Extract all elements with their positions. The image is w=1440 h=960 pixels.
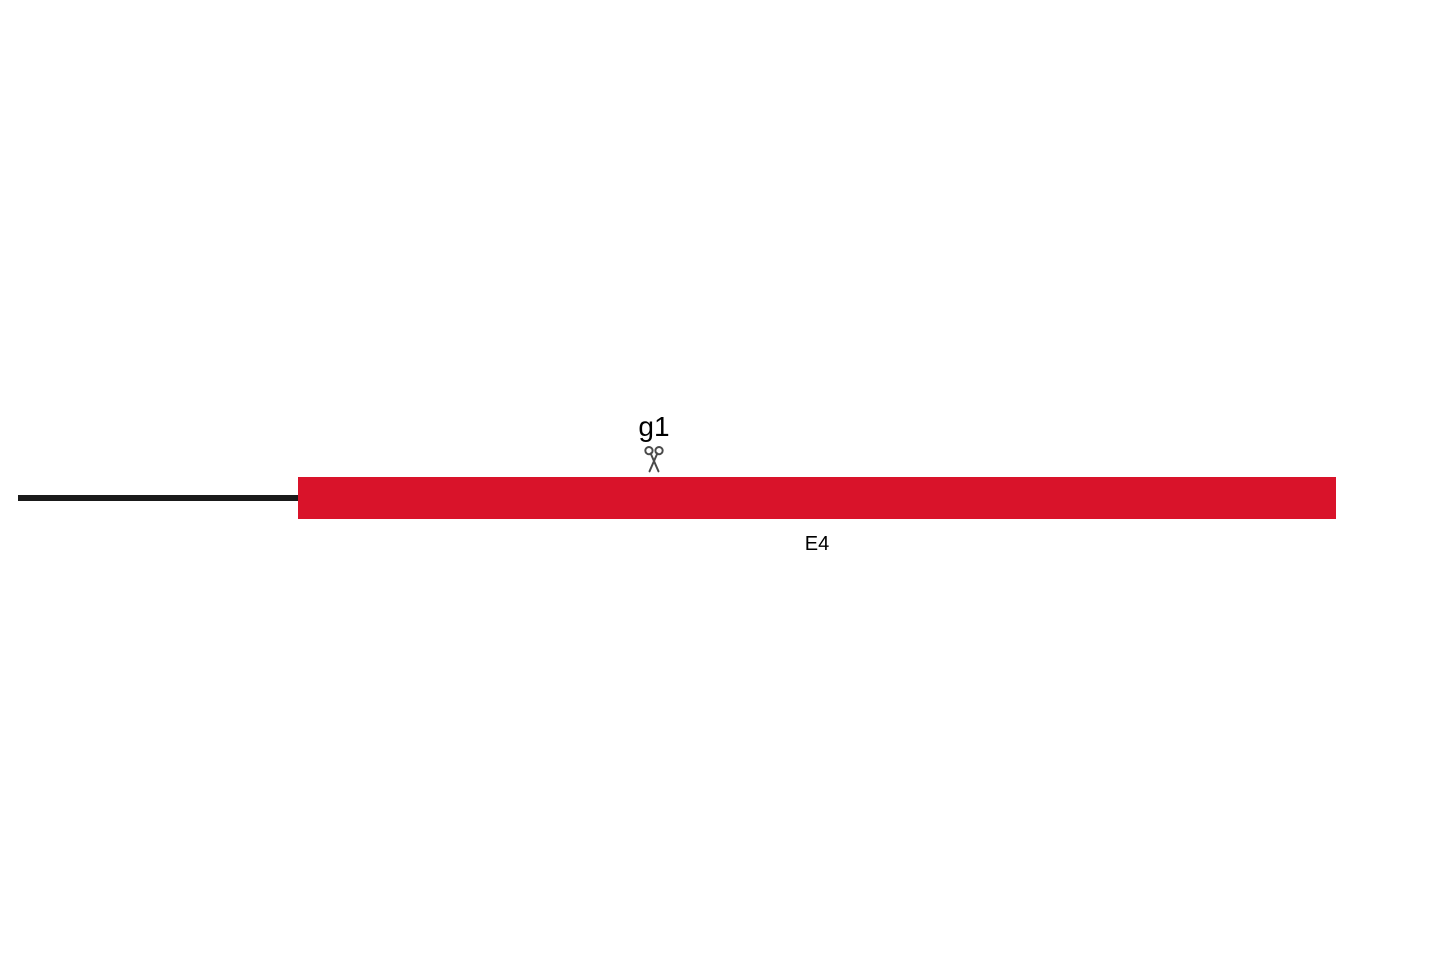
exon-box xyxy=(298,477,1336,519)
scissors-icon xyxy=(640,445,668,473)
cut-site-label: g1 xyxy=(638,411,669,443)
intron-line xyxy=(18,495,298,501)
exon-label: E4 xyxy=(805,533,829,556)
